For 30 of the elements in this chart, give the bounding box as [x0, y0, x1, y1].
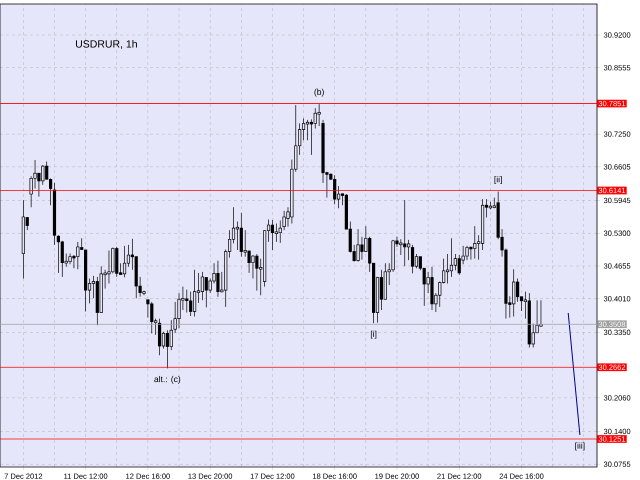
candlestick — [270, 220, 274, 250]
candlestick — [115, 246, 118, 278]
candlestick — [333, 174, 336, 205]
annotation: [ii] — [494, 176, 502, 184]
candlestick — [150, 301, 154, 334]
candlestick — [528, 292, 531, 348]
text: USDRUR, 1h — [76, 40, 137, 49]
candlestick — [430, 266, 434, 310]
candlestick — [52, 182, 56, 246]
candlestick — [356, 228, 360, 262]
candlestick — [240, 212, 243, 257]
candlestick — [278, 220, 282, 244]
candlestick — [158, 318, 162, 356]
annotation: [i] — [370, 330, 376, 339]
candlestick — [122, 246, 126, 278]
annotation: [iii] — [575, 442, 584, 450]
candlestick — [68, 253, 72, 265]
candlestick — [192, 269, 196, 317]
candlestick — [403, 200, 406, 267]
annotation: alt.: (c) — [154, 376, 180, 384]
annotation: (b) — [314, 88, 324, 97]
candlestick — [22, 200, 25, 279]
candlestick — [216, 260, 220, 298]
candlestick — [318, 104, 321, 126]
candlestick — [282, 210, 286, 231]
candlestick — [512, 268, 516, 317]
candlestick — [473, 226, 476, 259]
candlestick — [76, 241, 80, 270]
candlestick — [465, 246, 469, 260]
candlestick — [185, 289, 188, 313]
